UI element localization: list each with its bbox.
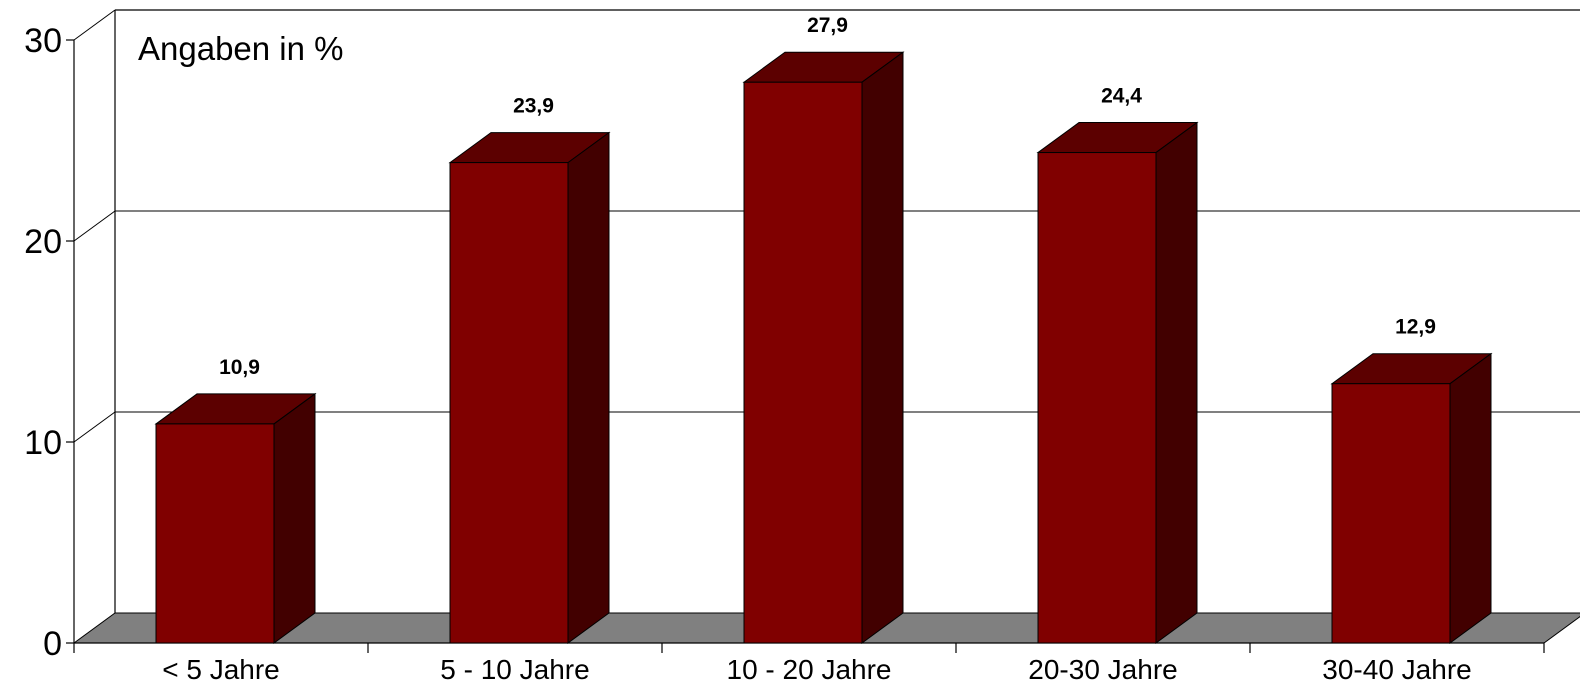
y-tick-label: 10 [24, 424, 62, 462]
data-label: 12,9 [1395, 316, 1436, 339]
bar-side [273, 392, 316, 644]
bar [448, 131, 611, 644]
x-tick-label: 30-40 Jahre [1322, 654, 1471, 685]
data-label: 10,9 [219, 356, 260, 379]
bar [154, 392, 317, 644]
x-tick-label: < 5 Jahre [162, 654, 280, 685]
gridline-side [73, 9, 116, 41]
bar-side [1155, 121, 1198, 644]
bar [742, 51, 905, 644]
data-label: 24,4 [1101, 85, 1142, 108]
y-tick-label: 20 [24, 223, 62, 261]
bar-side [1449, 352, 1492, 644]
x-tick-label: 5 - 10 Jahre [440, 654, 589, 685]
chart-annotation: Angaben in % [138, 30, 344, 67]
data-label: 23,9 [513, 95, 554, 118]
bar-side [861, 51, 904, 644]
x-tick-label: 20-30 Jahre [1028, 654, 1177, 685]
labels: 0 10 20 30 10,9 < 5 Jahre 23,9 5 - 10 Jahre 27,9… [24, 14, 1472, 685]
y-tick-label: 0 [43, 625, 62, 663]
bar-front [743, 81, 863, 644]
gridline-side [73, 411, 116, 443]
x-tick-label: 10 - 20 Jahre [727, 654, 892, 685]
bar-front [1037, 152, 1157, 644]
bars [154, 51, 1493, 644]
bar-side [567, 131, 610, 644]
bar-front [1331, 383, 1451, 644]
data-label: 27,9 [807, 14, 848, 37]
y-tick-label: 30 [24, 22, 62, 60]
bar-front [449, 162, 569, 644]
gridline-side [73, 210, 116, 242]
bar [1036, 121, 1199, 644]
bar [1330, 352, 1493, 644]
bar-front [155, 423, 275, 644]
